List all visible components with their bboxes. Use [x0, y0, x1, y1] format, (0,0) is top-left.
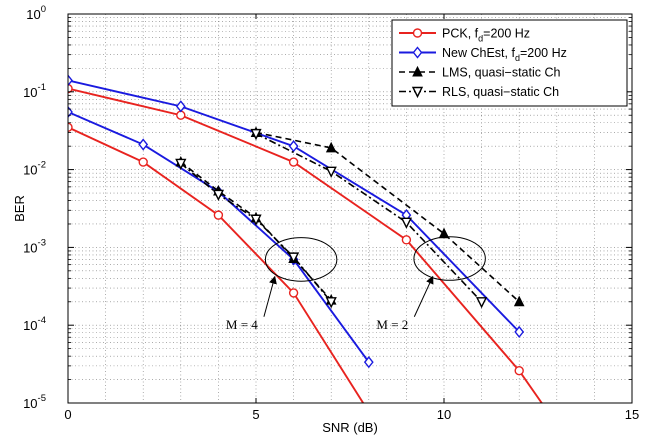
marker-triangle-down: [325, 297, 337, 309]
y-tick-label: 10-3: [23, 237, 46, 255]
series-layer: [68, 74, 543, 403]
marker-circle: [213, 210, 224, 220]
marker-circle: [288, 288, 299, 298]
marker-triangle-down: [212, 189, 225, 201]
marker-diamond: [68, 74, 73, 87]
y-axis-label: BER: [12, 195, 27, 222]
marker-triangle-down: [411, 86, 424, 99]
marker-circle: [412, 28, 423, 38]
marker-circle: [68, 122, 73, 132]
marker-triangle-down: [325, 166, 337, 178]
y-tick-label: 100: [26, 4, 46, 22]
marker-diamond: [138, 138, 149, 151]
legend-entry-rls-m2: RLS, quasi−static Ch: [399, 85, 559, 99]
marker-triangle-down: [475, 297, 488, 309]
annotations: M = 4 M = 2: [226, 236, 486, 332]
marker-triangle-down: [250, 214, 262, 226]
marker-diamond: [68, 105, 73, 119]
legend-entry-lms-m2: LMS, quasi−static Ch: [399, 66, 561, 80]
annotation-0: M = 4: [226, 237, 338, 332]
series-line-pck-m2: [68, 87, 543, 403]
marker-circle: [401, 235, 412, 245]
marker-triangle-down: [250, 128, 262, 141]
x-tick-label: 5: [252, 407, 259, 422]
annotation-arrow: [263, 275, 277, 317]
marker-triangle-down: [287, 252, 300, 264]
annotation-ellipse: [264, 237, 338, 282]
y-tick-label: 10-5: [23, 393, 46, 411]
annotation-ellipse: [413, 236, 486, 281]
marker-diamond: [412, 46, 423, 59]
marker-triangle-up: [438, 227, 450, 239]
series-pck-m2: [68, 83, 543, 403]
series-pck-m4: [68, 122, 364, 403]
series-line-rls-m2: [255, 132, 483, 303]
series-rls-m2: [250, 128, 488, 309]
marker-triangle-up: [513, 295, 525, 307]
annotation-label: M = 2: [376, 317, 408, 332]
marker-triangle-up: [325, 141, 337, 153]
y-tick-label: 10-1: [23, 82, 46, 100]
y-tick-label: 10-4: [23, 315, 46, 333]
marker-diamond: [175, 100, 186, 113]
annotation-arrow: [413, 275, 434, 317]
marker-circle: [288, 157, 299, 167]
legend: PCK, fd=200 Hz New ChEst, fd=200 Hz LMS, q…: [391, 19, 628, 107]
annotation-1: M = 2: [376, 236, 486, 332]
x-axis-label: SNR (dB): [322, 420, 378, 435]
marker-diamond: [514, 325, 525, 339]
series-newchest-m2: [68, 74, 525, 339]
legend-entry-newchest-m2: New ChEst, fd=200 Hz: [399, 46, 567, 63]
x-tick-label: 10: [437, 407, 451, 422]
y-tick-label: 10-2: [23, 160, 46, 178]
plot-frame: [67, 13, 633, 404]
marker-triangle-down: [400, 217, 413, 229]
axis-ticks: 0 5 10 15 100 10-1 10-2 10-3 10-4 10-5: [23, 4, 639, 422]
x-tick-label: 0: [64, 407, 71, 422]
legend-entry-pck-m2: PCK, fd=200 Hz: [399, 27, 530, 44]
series-rls-m4: [175, 158, 337, 309]
annotation-label: M = 4: [226, 317, 258, 332]
legend-label: LMS, quasi−static Ch: [442, 66, 561, 80]
marker-diamond: [288, 140, 299, 153]
marker-triangle-down: [175, 158, 187, 171]
legend-label: RLS, quasi−static Ch: [442, 85, 559, 99]
marker-triangle-up: [412, 65, 423, 77]
legend-label: PCK, fd=200 Hz: [442, 27, 530, 44]
marker-circle: [138, 157, 148, 167]
marker-circle: [514, 366, 524, 376]
marker-circle: [68, 83, 73, 94]
legend-label: New ChEst, fd=200 Hz: [442, 46, 567, 63]
x-tick-label: 15: [625, 407, 639, 422]
marker-diamond: [363, 356, 374, 369]
